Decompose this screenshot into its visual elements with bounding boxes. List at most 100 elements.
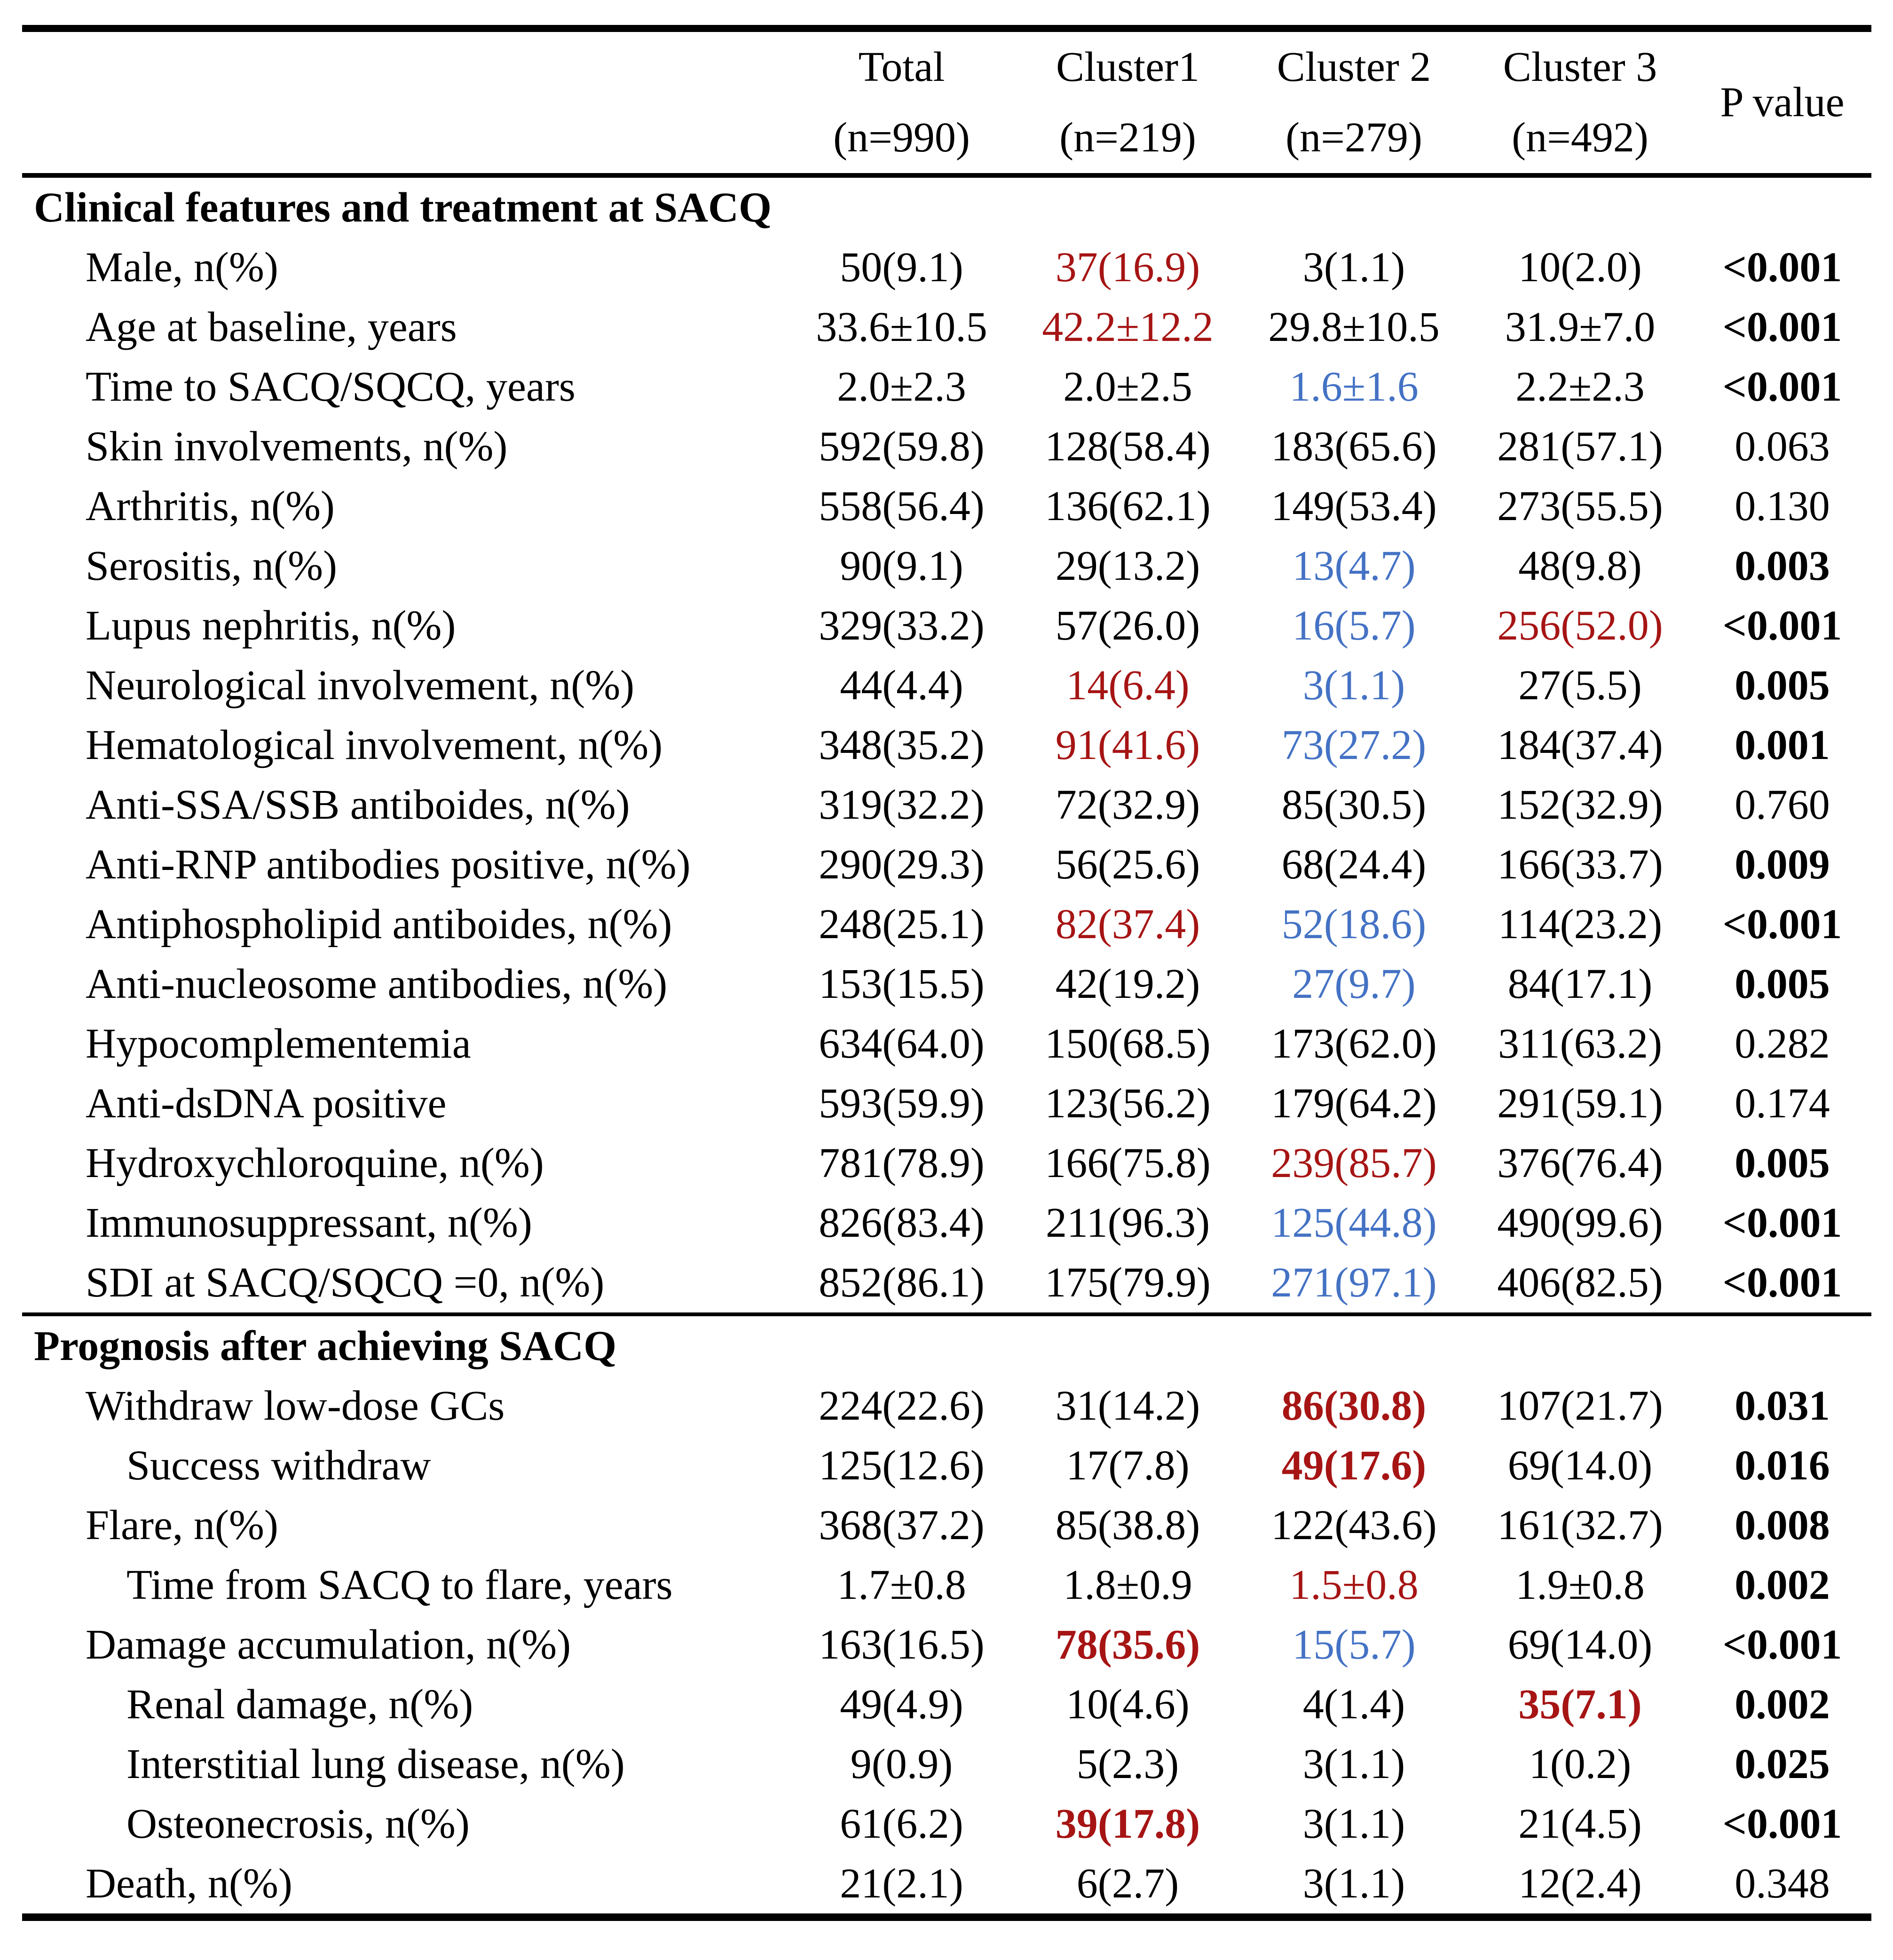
p-value-cell: <0.001 [1722, 1200, 1842, 1246]
row-label: Antiphospholipid antiboides, n(%) [86, 901, 672, 948]
table-row: Serositis, n(%) 90(9.1) 29(13.2) 13(4.7) 48(… [22, 536, 1871, 596]
value-cell: 1.8±0.9 [1063, 1562, 1192, 1608]
p-value-cell: 0.003 [1735, 543, 1830, 589]
row-label: Anti-RNP antibodies positive, n(%) [86, 841, 691, 888]
value-cell: 490(99.6) [1497, 1200, 1663, 1246]
value-cell: 593(59.9) [819, 1080, 985, 1127]
value-cell: 78(35.6) [1055, 1621, 1200, 1668]
table-row: Flare, n(%) 368(37.2) 85(38.8) 122(43.6) 161… [22, 1495, 1871, 1555]
value-cell: 281(57.1) [1497, 423, 1663, 470]
value-cell: 122(43.6) [1271, 1502, 1437, 1549]
value-cell: 173(62.0) [1271, 1020, 1437, 1067]
table-row: Anti-dsDNA positive 593(59.9) 123(56.2) 179… [22, 1074, 1871, 1133]
p-value-cell: 0.282 [1735, 1020, 1830, 1067]
row-label: Male, n(%) [86, 244, 278, 291]
value-cell: 68(24.4) [1281, 841, 1427, 888]
value-cell: 376(76.4) [1497, 1140, 1663, 1186]
row-label: Anti-SSA/SSB antiboides, n(%) [86, 782, 630, 828]
value-cell: 163(16.5) [819, 1621, 985, 1668]
value-cell: 12(2.4) [1518, 1860, 1642, 1907]
value-cell: 73(27.2) [1281, 722, 1427, 768]
value-cell: 27(5.5) [1518, 662, 1642, 709]
p-value-cell: 0.174 [1735, 1080, 1830, 1127]
value-cell: 271(97.1) [1271, 1259, 1437, 1306]
header-col-cluster2: Cluster 2 (n=279) [1241, 32, 1467, 173]
table-row: Anti-SSA/SSB antiboides, n(%) 319(32.2) 72… [22, 775, 1871, 835]
p-value-cell: 0.348 [1735, 1860, 1830, 1907]
row-label: SDI at SACQ/SQCQ =0, n(%) [86, 1259, 605, 1306]
value-cell: 61(6.2) [840, 1801, 963, 1847]
p-value-cell: <0.001 [1722, 901, 1842, 948]
p-value-cell: 0.063 [1735, 423, 1830, 470]
value-cell: 149(53.4) [1271, 483, 1437, 530]
p-value-cell: <0.001 [1722, 1621, 1842, 1668]
p-value-cell: 0.002 [1735, 1681, 1830, 1728]
value-cell: 44(4.4) [840, 662, 963, 709]
value-cell: 2.0±2.3 [837, 364, 966, 410]
value-cell: 14(6.4) [1066, 662, 1190, 709]
table-header-row: Total (n=990) Cluster1 (n=219) Cluster 2… [22, 32, 1871, 178]
header-col-cluster1-name: Cluster1 [1056, 44, 1199, 90]
value-cell: 166(75.8) [1045, 1140, 1211, 1186]
p-value-cell: 0.002 [1735, 1562, 1830, 1608]
row-label: Time to SACQ/SQCQ, years [86, 364, 576, 410]
value-cell: 239(85.7) [1271, 1140, 1437, 1186]
table-row: Success withdraw 125(12.6) 17(7.8) 49(17.6)… [22, 1436, 1871, 1495]
value-cell: 84(17.1) [1507, 961, 1653, 1007]
value-cell: 161(32.7) [1497, 1502, 1663, 1549]
value-cell: 69(14.0) [1507, 1621, 1653, 1668]
value-cell: 291(59.1) [1497, 1080, 1663, 1127]
value-cell: 39(17.8) [1055, 1801, 1200, 1847]
table-row: Arthritis, n(%) 558(56.4) 136(62.1) 149(53.… [22, 476, 1871, 536]
p-value-cell: 0.031 [1735, 1383, 1830, 1429]
value-cell: 33.6±10.5 [816, 304, 987, 350]
header-col-cluster2-name: Cluster 2 [1277, 44, 1431, 90]
value-cell: 1.9±0.8 [1515, 1562, 1645, 1608]
value-cell: 152(32.9) [1497, 782, 1663, 828]
row-label: Withdraw low-dose GCs [86, 1383, 505, 1429]
section-title: Clinical features and treatment at SACQ [34, 184, 772, 231]
section-title-row: Prognosis after achieving SACQ [22, 1312, 1871, 1376]
p-value-cell: <0.001 [1722, 244, 1842, 291]
value-cell: 273(55.5) [1497, 483, 1663, 530]
p-value-cell: 0.001 [1735, 722, 1830, 768]
p-value-cell: 0.005 [1735, 961, 1830, 1007]
value-cell: 15(5.7) [1292, 1621, 1416, 1668]
value-cell: 329(33.2) [819, 602, 985, 649]
value-cell: 368(37.2) [819, 1502, 985, 1549]
value-cell: 82(37.4) [1055, 901, 1200, 948]
value-cell: 311(63.2) [1498, 1020, 1663, 1067]
table-row: Time to SACQ/SQCQ, years 2.0±2.3 2.0±2.5 1.… [22, 357, 1871, 417]
section-title-row: Clinical features and treatment at SACQ [22, 178, 1871, 237]
header-col-pvalue-name: P value [1720, 79, 1845, 126]
value-cell: 56(25.6) [1055, 841, 1200, 888]
row-label: Damage accumulation, n(%) [86, 1621, 571, 1668]
value-cell: 10(2.0) [1518, 244, 1642, 291]
table-row: Hydroxychloroquine, n(%) 781(78.9) 166(75.… [22, 1133, 1871, 1193]
row-label: Anti-dsDNA positive [86, 1080, 447, 1127]
value-cell: 35(7.1) [1518, 1681, 1642, 1728]
table-body: Clinical features and treatment at SACQ M… [22, 178, 1871, 1913]
header-col-total: Total (n=990) [789, 32, 1015, 173]
value-cell: 6(2.7) [1076, 1860, 1179, 1907]
p-value-cell: 0.009 [1735, 841, 1830, 888]
p-value-cell: <0.001 [1722, 1259, 1842, 1306]
table-row: Time from SACQ to flare, years 1.7±0.8 1.8… [22, 1555, 1871, 1615]
row-label: Anti-nucleosome antibodies, n(%) [86, 961, 668, 1007]
row-label: Interstitial lung disease, n(%) [126, 1741, 625, 1787]
value-cell: 592(59.8) [819, 423, 985, 470]
row-label: Hydroxychloroquine, n(%) [86, 1140, 544, 1186]
value-cell: 9(0.9) [850, 1741, 953, 1787]
table-row: Withdraw low-dose GCs 224(22.6) 31(14.2) 86… [22, 1376, 1871, 1436]
value-cell: 85(38.8) [1055, 1502, 1200, 1549]
header-col-total-name: Total [858, 44, 945, 90]
value-cell: 107(21.7) [1497, 1383, 1663, 1429]
table-row: Immunosuppressant, n(%) 826(83.4) 211(96.3… [22, 1193, 1871, 1253]
value-cell: 1.5±0.8 [1289, 1562, 1419, 1608]
p-value-cell: 0.025 [1735, 1741, 1830, 1787]
value-cell: 558(56.4) [819, 483, 985, 530]
clinical-comparison-table: Total (n=990) Cluster1 (n=219) Cluster 2… [22, 25, 1871, 1921]
table-row: Osteonecrosis, n(%) 61(6.2) 39(17.8) 3(1.1)… [22, 1794, 1871, 1854]
row-label: Immunosuppressant, n(%) [86, 1200, 532, 1246]
